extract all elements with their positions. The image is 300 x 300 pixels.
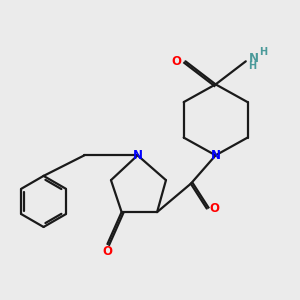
Text: N: N (211, 149, 220, 162)
Text: H: H (259, 47, 267, 57)
Text: O: O (210, 202, 220, 215)
Text: O: O (172, 55, 182, 68)
Text: N: N (133, 149, 142, 162)
Text: O: O (102, 245, 112, 258)
Text: H: H (249, 61, 257, 71)
Text: N: N (249, 52, 259, 65)
